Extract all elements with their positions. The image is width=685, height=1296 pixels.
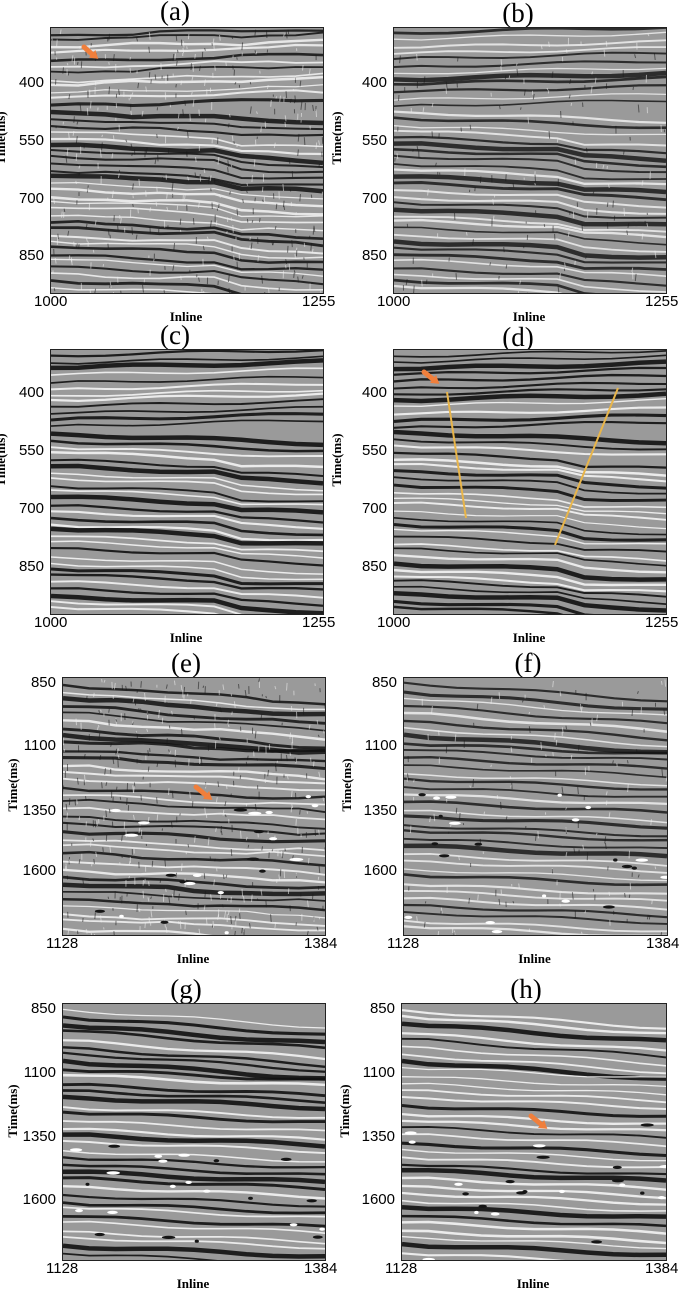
y-axis-label: Time(ms) [5,1083,20,1138]
y-tick-label: 1600 [22,862,56,879]
y-tick-label: 1350 [22,802,56,819]
y-tick-label: 850 [361,558,387,575]
x-axis-label: Inline [169,630,203,645]
y-tick-label: 550 [18,442,44,459]
x-axis-label: Inline [518,951,551,966]
seismic-section-image [393,349,667,615]
y-tick-label: 850 [30,1000,56,1017]
x-tick-label: 1255 [302,614,336,631]
seismic-section-image [50,27,324,294]
y-tick-label: 400 [18,384,44,401]
x-tick-label: 1000 [377,614,411,631]
x-tick-label: 1000 [34,614,68,631]
x-tick-label: 1128 [46,935,79,952]
seismic-section-image [62,677,326,936]
y-axis-label: Time(ms) [0,111,8,165]
y-axis-label: Time(ms) [329,111,344,165]
x-tick-label: 1128 [46,1260,79,1277]
x-tick-label: 1384 [645,1260,679,1277]
y-tick-label: 400 [361,384,387,401]
x-tick-label: 1384 [304,1260,338,1277]
x-tick-label: 1128 [385,1260,418,1277]
y-tick-label: 700 [18,190,44,207]
x-tick-label: 1255 [645,293,679,310]
panel-label: (g) [170,974,202,1004]
y-tick-label: 700 [361,500,387,517]
x-axis-label: Inline [516,1276,550,1291]
x-tick-label: 1384 [304,935,338,952]
y-tick-label: 850 [18,558,44,575]
y-tick-label: 1100 [362,1064,395,1081]
x-axis-label: Inline [512,630,546,645]
panel-label: (a) [160,0,190,26]
seismic-section-image [393,27,667,294]
y-tick-label: 1100 [23,1064,56,1081]
x-axis-label: Inline [512,309,546,324]
y-axis-label: Time(ms) [337,1083,352,1138]
x-tick-label: 1384 [646,935,680,952]
y-tick-label: 700 [361,190,387,207]
y-tick-label: 850 [18,247,44,264]
y-tick-label: 550 [361,442,387,459]
x-tick-label: 1255 [302,293,336,310]
y-tick-label: 700 [18,500,44,517]
y-tick-label: 550 [361,132,387,149]
y-tick-label: 1350 [22,1128,56,1145]
y-tick-label: 850 [30,674,56,691]
panel-label: (d) [502,322,534,352]
y-tick-label: 1600 [363,862,397,879]
y-tick-label: 400 [18,74,44,91]
y-tick-label: 1100 [364,737,397,754]
y-axis-label: Time(ms) [329,433,344,487]
y-axis-label: Time(ms) [5,758,20,812]
panel-label: (b) [502,0,534,28]
panel-label: (e) [171,648,201,678]
seismic-section-image [50,349,324,615]
x-tick-label: 1000 [377,293,411,310]
y-axis-label: Time(ms) [0,433,8,487]
y-tick-label: 1350 [363,802,397,819]
y-tick-label: 550 [18,132,44,149]
y-tick-label: 1600 [22,1191,56,1208]
seismic-section-image [62,1003,326,1261]
panel-label: (c) [160,320,190,350]
y-tick-label: 1350 [361,1128,395,1145]
seismic-section-image [401,1003,667,1261]
x-tick-label: 1128 [387,935,420,952]
y-tick-label: 400 [361,74,387,91]
panel-label: (h) [510,974,542,1004]
fault-interpretation-lines [446,387,619,546]
x-tick-label: 1255 [645,614,679,631]
x-axis-label: Inline [169,309,203,324]
x-axis-label: Inline [176,1276,210,1291]
y-tick-label: 850 [369,1000,395,1017]
y-tick-label: 850 [361,247,387,264]
x-tick-label: 1000 [34,293,68,310]
x-axis-label: Inline [176,951,210,966]
panel-label: (f) [514,648,542,678]
y-tick-label: 1100 [23,737,56,754]
seismic-section-image [403,677,668,936]
y-axis-label: Time(ms) [339,758,354,812]
y-tick-label: 1600 [361,1191,395,1208]
y-tick-label: 850 [371,674,397,691]
